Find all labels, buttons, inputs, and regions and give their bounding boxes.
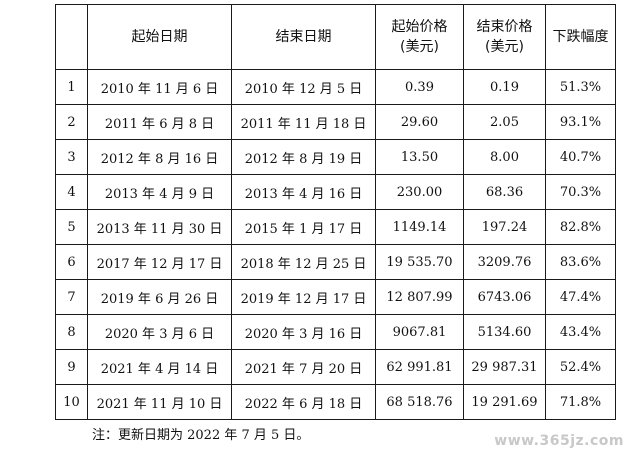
cell-start-date: 2011 年 6 月 8 日 xyxy=(87,104,232,140)
table-row: 5 2013 年 11 月 30 日 2015 年 1 月 17 日 1149.14 1… xyxy=(55,209,616,245)
cell-start-price: 62 991.81 xyxy=(375,349,464,385)
header-start-price-label: 起始价格 xyxy=(391,19,448,35)
cell-drop: 40.7% xyxy=(545,139,616,175)
cell-drop: 83.6% xyxy=(545,244,616,280)
cell-start-price: 19 535.70 xyxy=(375,244,464,280)
table-row: 1 2010 年 11 月 6 日 2010 年 12 月 5 日 0.39 0.19 5… xyxy=(55,69,616,105)
cell-end-price: 8.00 xyxy=(463,139,546,175)
footnote: 注：更新日期为 2022 年 7 月 5 日。 xyxy=(92,428,310,443)
cell-end-date: 2013 年 4 月 16 日 xyxy=(231,174,376,210)
cell-drop: 71.8% xyxy=(545,384,616,420)
cell-end-price: 3209.76 xyxy=(463,244,546,280)
cell-end-price: 2.05 xyxy=(463,104,546,140)
table-row: 9 2021 年 4 月 14 日 2021 年 7 月 20 日 62 991.81… xyxy=(55,349,616,385)
cell-start-date: 2019 年 6 月 26 日 xyxy=(87,279,232,315)
cell-end-date: 2020 年 3 月 16 日 xyxy=(231,314,376,350)
cell-end-date: 2015 年 1 月 17 日 xyxy=(231,209,376,245)
cell-start-price: 1149.14 xyxy=(375,209,464,245)
cell-end-price: 6743.06 xyxy=(463,279,546,315)
cell-drop: 82.8% xyxy=(545,209,616,245)
cell-start-price: 68 518.76 xyxy=(375,384,464,420)
cell-index: 3 xyxy=(55,139,88,175)
cell-drop: 52.4% xyxy=(545,349,616,385)
cell-end-date: 2019 年 12 月 17 日 xyxy=(231,279,376,315)
cell-end-date: 2010 年 12 月 5 日 xyxy=(231,69,376,105)
table-row: 6 2017 年 12 月 17 日 2018 年 12 月 25 日 19 535.… xyxy=(55,244,616,280)
header-start-date: 起始日期 xyxy=(87,4,232,70)
cell-end-price: 19 291.69 xyxy=(463,384,546,420)
cell-index: 8 xyxy=(55,314,88,350)
cell-end-price: 5134.60 xyxy=(463,314,546,350)
cell-end-date: 2018 年 12 月 25 日 xyxy=(231,244,376,280)
cell-start-date: 2010 年 11 月 6 日 xyxy=(87,69,232,105)
table-row: 4 2013 年 4 月 9 日 2013 年 4 月 16 日 230.00 68.3… xyxy=(55,174,616,210)
cell-end-price: 68.36 xyxy=(463,174,546,210)
header-start-price: 起始价格 (美元) xyxy=(375,4,464,70)
cell-end-date: 2012 年 8 月 19 日 xyxy=(231,139,376,175)
cell-drop: 70.3% xyxy=(545,174,616,210)
header-end-price-label: 结束价格 xyxy=(476,19,533,35)
header-drop: 下跌幅度 xyxy=(545,4,616,70)
cell-index: 6 xyxy=(55,244,88,280)
cell-start-price: 230.00 xyxy=(375,174,464,210)
header-start-price-unit: (美元) xyxy=(400,39,439,55)
drawdown-table: 起始日期 结束日期 起始价格 (美元) 结束价格 (美元) 下跌幅度 1 2010… xyxy=(55,4,616,420)
cell-end-date: 2022 年 6 月 18 日 xyxy=(231,384,376,420)
cell-drop: 51.3% xyxy=(545,69,616,105)
table-row: 2 2011 年 6 月 8 日 2011 年 11 月 18 日 29.60 2.05… xyxy=(55,104,616,140)
cell-drop: 93.1% xyxy=(545,104,616,140)
cell-start-price: 13.50 xyxy=(375,139,464,175)
table-body: 1 2010 年 11 月 6 日 2010 年 12 月 5 日 0.39 0.19 5… xyxy=(55,69,616,420)
cell-index: 5 xyxy=(55,209,88,245)
table-row: 3 2012 年 8 月 16 日 2012 年 8 月 19 日 13.50 8.00… xyxy=(55,139,616,175)
cell-end-date: 2011 年 11 月 18 日 xyxy=(231,104,376,140)
cell-start-date: 2021 年 11 月 10 日 xyxy=(87,384,232,420)
cell-start-price: 9067.81 xyxy=(375,314,464,350)
cell-start-date: 2017 年 12 月 17 日 xyxy=(87,244,232,280)
table-row: 8 2020 年 3 月 6 日 2020 年 3 月 16 日 9067.81 513… xyxy=(55,314,616,350)
cell-drop: 43.4% xyxy=(545,314,616,350)
table-row: 7 2019 年 6 月 26 日 2019 年 12 月 17 日 12 807.9… xyxy=(55,279,616,315)
cell-end-date: 2021 年 7 月 20 日 xyxy=(231,349,376,385)
cell-start-date: 2013 年 11 月 30 日 xyxy=(87,209,232,245)
header-end-date: 结束日期 xyxy=(231,4,376,70)
cell-start-date: 2020 年 3 月 6 日 xyxy=(87,314,232,350)
cell-start-price: 0.39 xyxy=(375,69,464,105)
cell-drop: 47.4% xyxy=(545,279,616,315)
cell-index: 1 xyxy=(55,69,88,105)
header-end-price-unit: (美元) xyxy=(485,39,524,55)
header-row: 起始日期 结束日期 起始价格 (美元) 结束价格 (美元) 下跌幅度 xyxy=(55,4,616,70)
cell-start-date: 2012 年 8 月 16 日 xyxy=(87,139,232,175)
cell-start-date: 2021 年 4 月 14 日 xyxy=(87,349,232,385)
cell-start-price: 29.60 xyxy=(375,104,464,140)
table-row: 10 2021 年 11 月 10 日 2022 年 6 月 18 日 68 518.… xyxy=(55,384,616,420)
cell-index: 7 xyxy=(55,279,88,315)
cell-index: 9 xyxy=(55,349,88,385)
header-index xyxy=(55,4,88,70)
cell-start-price: 12 807.99 xyxy=(375,279,464,315)
cell-end-price: 29 987.31 xyxy=(463,349,546,385)
cell-end-price: 197.24 xyxy=(463,209,546,245)
watermark-logo: www.365jz.com xyxy=(494,433,624,449)
cell-start-date: 2013 年 4 月 9 日 xyxy=(87,174,232,210)
header-end-price: 结束价格 (美元) xyxy=(463,4,546,70)
cell-index: 4 xyxy=(55,174,88,210)
cell-index: 10 xyxy=(55,384,88,420)
cell-index: 2 xyxy=(55,104,88,140)
cell-end-price: 0.19 xyxy=(463,69,546,105)
